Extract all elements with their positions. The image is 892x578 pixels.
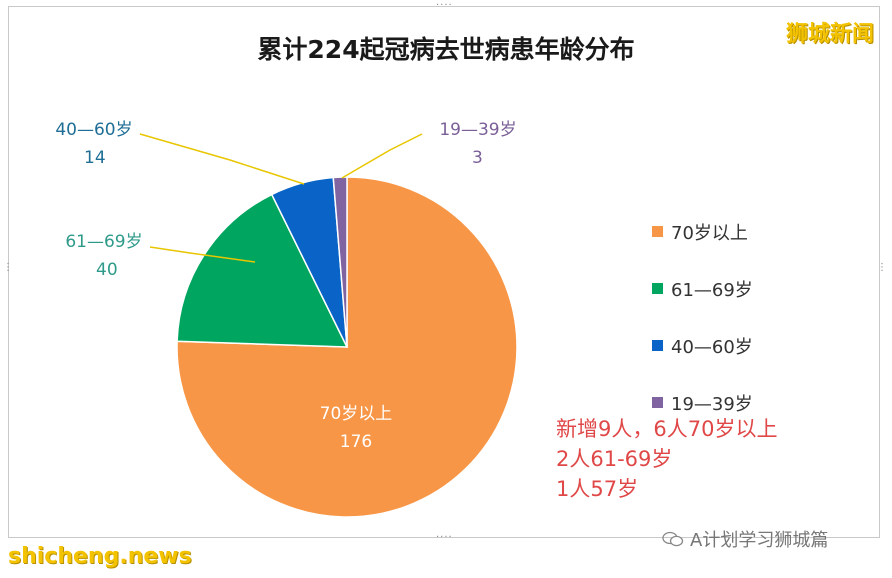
data-label-19-39: 19—39岁 3 bbox=[418, 116, 538, 172]
resize-handle-bottom[interactable]: ···· bbox=[436, 532, 453, 543]
legend-label: 70岁以上 bbox=[671, 222, 748, 244]
resize-handle-left[interactable]: ⋮ bbox=[3, 262, 14, 273]
legend-swatch bbox=[652, 340, 663, 351]
data-label-70-plus: 70岁以上 176 bbox=[296, 400, 416, 456]
chart-legend: 70岁以上 61—69岁 40—60岁 19—39岁 bbox=[652, 203, 753, 431]
data-label-61-69-name: 61—69岁 bbox=[65, 232, 143, 252]
footer-account-name: A计划学习狮城篇 bbox=[690, 530, 829, 551]
data-label-19-39-name: 19—39岁 bbox=[439, 120, 517, 140]
legend-item-40-60: 40—60岁 bbox=[652, 317, 753, 374]
legend-item-70-plus: 70岁以上 bbox=[652, 203, 753, 260]
legend-item-61-69: 61—69岁 bbox=[652, 260, 753, 317]
note-line-3: 1人57岁 bbox=[556, 477, 639, 501]
annotation-note: 新增9人，6人70岁以上 2人61-69岁 1人57岁 bbox=[556, 414, 777, 504]
wechat-icon bbox=[662, 531, 684, 547]
legend-swatch bbox=[652, 283, 663, 294]
leader-line-40-60 bbox=[139, 133, 305, 185]
data-label-40-60-value: 14 bbox=[84, 148, 106, 168]
legend-label: 61—69岁 bbox=[671, 279, 753, 301]
leader-line-19-39 bbox=[341, 133, 423, 179]
pie-slices bbox=[176, 176, 518, 518]
data-label-61-69-value: 40 bbox=[96, 260, 118, 280]
legend-label: 40—60岁 bbox=[671, 336, 753, 358]
footer-account: A计划学习狮城篇 bbox=[662, 526, 828, 552]
pie-slice-3 bbox=[332, 176, 348, 348]
leader-lines bbox=[139, 133, 423, 263]
note-line-2: 2人61-69岁 bbox=[556, 447, 673, 471]
leader-line-61-69 bbox=[149, 246, 256, 263]
watermark: 狮城新闻 bbox=[785, 22, 874, 47]
note-line-1: 新增9人，6人70岁以上 bbox=[556, 417, 778, 441]
legend-swatch bbox=[652, 397, 663, 408]
data-label-70-plus-name: 70岁以上 bbox=[319, 404, 393, 424]
data-label-19-39-value: 3 bbox=[472, 148, 483, 168]
legend-swatch bbox=[652, 226, 663, 237]
data-label-40-60-name: 40—60岁 bbox=[55, 120, 133, 140]
legend-label: 19—39岁 bbox=[671, 393, 753, 415]
data-label-70-plus-value: 176 bbox=[339, 432, 373, 452]
resize-handle-right[interactable]: ⋮ bbox=[877, 262, 888, 273]
data-label-61-69: 61—69岁 40 bbox=[44, 228, 164, 284]
data-label-40-60: 40—60岁 14 bbox=[34, 116, 154, 172]
resize-handle-top[interactable]: ···· bbox=[436, 0, 453, 11]
chart-title: 累计224起冠病去世病患年龄分布 bbox=[257, 35, 635, 64]
footer-site-watermark: shicheng.news bbox=[8, 544, 192, 569]
legend-item-19-39: 19—39岁 bbox=[652, 374, 753, 431]
